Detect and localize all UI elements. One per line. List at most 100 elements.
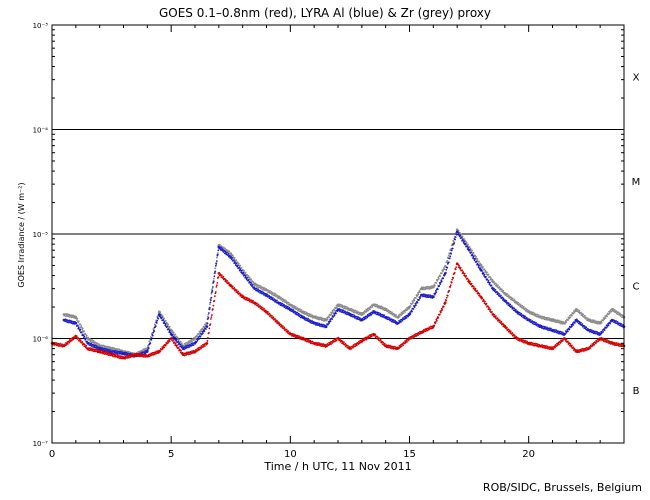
data-point [157,349,160,352]
data-point [474,287,477,290]
data-point [441,309,444,311]
data-point [442,277,445,280]
data-point [406,340,408,343]
data-point [554,321,557,324]
data-point [181,345,183,348]
data-point [521,304,524,307]
data-point [220,247,223,249]
data-point [282,303,285,306]
data-point [160,316,163,319]
data-point [152,328,155,331]
data-point [404,317,406,320]
data-point [556,344,559,347]
data-point [611,341,614,344]
data-point [391,347,394,350]
data-point [447,261,450,264]
data-point [193,342,196,344]
data-point [293,305,296,307]
data-point [132,355,134,358]
data-point [508,329,511,332]
data-point [491,280,493,283]
data-point [354,309,357,312]
data-point [351,346,354,349]
data-point [304,339,307,342]
data-point [307,318,310,320]
data-point [287,301,290,304]
data-point [437,277,440,280]
data-point [348,314,351,317]
data-point [618,313,621,316]
data-point [319,316,322,319]
data-point [537,314,540,316]
data-point [113,347,115,349]
data-point [255,287,258,290]
data-point [231,285,234,288]
data-point [469,247,472,250]
data-point [467,246,469,249]
data-point [496,284,499,287]
data-point [415,304,417,307]
data-point [452,277,455,279]
data-point [124,351,126,354]
data-point [276,296,279,299]
data-point [377,311,380,314]
data-point [597,340,600,343]
data-point [296,334,299,337]
data-point [568,328,571,331]
data-point [551,329,553,332]
data-point [336,306,338,309]
data-point [220,274,223,277]
data-point [442,305,445,308]
data-point [616,321,619,323]
data-point [485,275,487,278]
data-point [408,307,410,310]
data-point [604,338,607,341]
data-point [208,307,211,309]
data-point [429,296,432,299]
data-point [66,343,69,345]
x-tick-label: 0 [49,449,55,460]
data-point [243,269,246,272]
data-point [493,287,495,290]
data-point [335,312,337,315]
data-point [574,320,577,323]
data-point [511,332,514,334]
data-point [278,321,280,324]
data-point [525,316,528,319]
data-point [348,307,350,310]
data-point [252,299,254,302]
data-point [225,251,228,254]
data-point [619,312,621,315]
data-point [72,314,75,317]
data-point [156,319,159,322]
data-point [586,317,589,320]
data-point [114,350,117,352]
data-point [454,238,457,241]
data-point [591,344,594,347]
data-point [534,342,537,345]
data-point [468,248,471,251]
data-point [276,299,278,302]
data-point [412,308,415,310]
data-point [207,313,210,316]
data-point [598,322,601,325]
data-point [368,314,371,317]
data-point [311,316,314,319]
data-point [227,281,230,284]
data-point [231,257,234,259]
data-point [402,344,404,347]
y-axis: 10⁻⁷ 10⁻⁶ 10⁻⁵ 10⁻⁴ 10⁻³ [33,22,624,448]
data-point [509,303,512,306]
data-point [154,325,157,328]
data-point [183,348,185,351]
data-point [518,311,521,314]
data-point [407,339,410,342]
data-point [209,301,212,304]
data-point [214,264,217,267]
data-point [608,342,611,345]
data-point [550,327,552,330]
data-point [116,352,119,355]
data-point [159,311,162,314]
data-point [285,300,288,302]
y-tick-label: 10⁻⁷ [33,440,49,448]
